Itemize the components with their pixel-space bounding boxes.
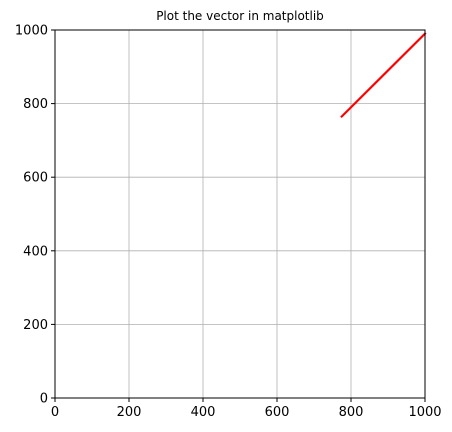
chart-title: Plot the vector in matplotlib — [156, 9, 324, 23]
x-tick-label-5: 1000 — [408, 405, 441, 420]
x-tick-label-3: 600 — [265, 405, 290, 420]
plot-area-frame — [55, 30, 425, 398]
y-tick-label-5: 1000 — [15, 24, 48, 39]
axis-ticks — [51, 30, 425, 402]
x-tick-label-0: 0 — [51, 405, 59, 420]
y-tick-label-4: 800 — [23, 97, 48, 112]
y-tick-label-2: 400 — [23, 244, 48, 259]
y-tick-label-1: 200 — [23, 318, 48, 333]
x-tick-label-2: 400 — [191, 405, 216, 420]
y-tick-label-0: 0 — [40, 392, 48, 407]
series-layer — [342, 34, 425, 117]
x-tick-label-4: 800 — [339, 405, 364, 420]
vector-line-0 — [342, 34, 425, 117]
axis-tick-labels: 0 200 400 600 800 1000 0 200 400 600 800 1000 — [15, 24, 442, 421]
y-tick-label-3: 600 — [23, 171, 48, 186]
x-tick-label-1: 200 — [117, 405, 142, 420]
grid-lines — [55, 30, 425, 398]
